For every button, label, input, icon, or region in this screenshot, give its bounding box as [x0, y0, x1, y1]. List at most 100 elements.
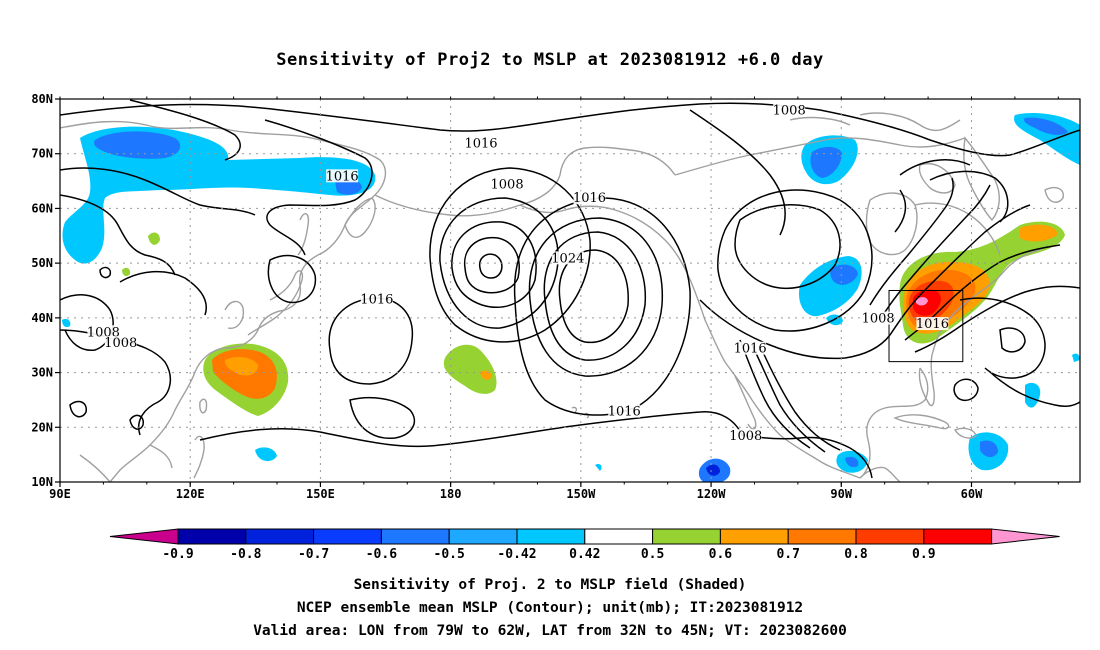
lat-tick-label: 40N	[31, 311, 53, 325]
lon-tick-label: 150W	[566, 487, 596, 501]
contour-atl-e	[914, 285, 1080, 353]
coast-arctic-islands	[789, 112, 961, 132]
contour-high-2	[543, 231, 647, 361]
colorbar-swatch	[448, 528, 518, 545]
contour-1016-loop-b	[60, 194, 176, 276]
contour-label-bg	[573, 191, 606, 205]
coast-canadian-arctic	[674, 137, 966, 176]
shade-greenland	[1014, 113, 1080, 165]
colorbar-max-arrow	[991, 528, 1060, 545]
caption-line-3: Valid area: LON from 79W to 62W, LAT fro…	[253, 623, 847, 639]
contour-label-bg	[465, 136, 498, 150]
contour-1008-mex	[741, 434, 873, 479]
shade-small-blue-b	[62, 318, 71, 328]
contour-label: 1024	[551, 251, 584, 266]
colorbar-label: 0.8	[844, 547, 868, 562]
contour-1016-loop-a	[60, 167, 256, 216]
contour-label-bg	[608, 404, 641, 418]
contour-label: 1016	[464, 137, 497, 152]
lon-tick-label: 90W	[830, 487, 852, 501]
contour-label: 1016	[326, 169, 359, 184]
contour-na-lines-b	[751, 344, 826, 453]
coast-labrador	[914, 202, 1001, 256]
colorbar-min-arrow	[109, 528, 179, 545]
contour-atl-f	[929, 170, 1009, 223]
map-frame	[59, 98, 1081, 483]
coast-iceland	[1044, 186, 1064, 203]
shade-small-green-c	[122, 267, 131, 277]
contour-label-bg	[104, 336, 137, 350]
colorbar-swatch	[516, 528, 586, 545]
contour-label: 1016	[734, 342, 767, 357]
coast-sakhalin	[297, 213, 310, 256]
page-title: Sensitivity of Proj2 to MSLP at 20230819…	[276, 50, 824, 70]
contour-label: 1016	[573, 191, 606, 206]
contour-atl-small	[953, 378, 979, 402]
shade-atlantic-pink	[916, 297, 928, 306]
contour-low-inner	[478, 253, 503, 279]
lat-tick-label: 20N	[31, 420, 53, 434]
contour-1008-low	[429, 167, 591, 343]
colorbar: -0.9 -0.8 -0.7 -0.6 -0.5 -0.42 0.42 0.5 0.6 0.7 0.…	[109, 528, 1060, 562]
lon-tick-label: 90E	[49, 487, 71, 501]
contour-label-bg	[87, 325, 120, 339]
shade-atlantic-blue-e	[1025, 382, 1041, 408]
contour-label-bg	[729, 429, 762, 443]
coast-alaska-south	[519, 204, 689, 276]
shade-atlantic-blue-e2	[1072, 353, 1080, 362]
contour-labels: 1008 1016 1016 1008 1016 1024 1016 1008 1008 1016…	[87, 103, 949, 444]
contour-1016-atl-s	[989, 371, 1080, 407]
lat-tick-label: 10N	[31, 475, 53, 489]
shade-atlantic-blue-s-core	[980, 440, 998, 458]
contour-high-3	[528, 217, 664, 377]
coast-east-us	[931, 277, 999, 356]
coast-florida	[918, 354, 935, 407]
colorbar-label: 0.9	[912, 547, 935, 562]
shade-nova-scotia	[1020, 224, 1058, 242]
lat-tick-label: 80N	[31, 92, 53, 106]
shade-arctic-siberia-core	[94, 131, 181, 159]
coast-greenland	[963, 136, 1000, 222]
colorbar-label: 0.6	[709, 547, 733, 562]
shade-greenland-core	[1024, 117, 1068, 135]
contour-atl-c	[869, 177, 954, 306]
lon-tick-label: 120E	[176, 487, 205, 501]
colorbar-swatch	[584, 528, 654, 545]
coast-bc	[687, 274, 753, 401]
coast-asia-east	[109, 194, 376, 482]
colorbar-label: -0.9	[162, 547, 193, 562]
contour-label-bg	[360, 292, 393, 306]
contour-label: 1008	[104, 336, 137, 351]
contour-na-rockies	[689, 109, 786, 236]
contour-na-lines-a	[739, 339, 811, 449]
contour-1016-wp-b	[267, 254, 317, 304]
lon-tick-label: 180	[440, 487, 462, 501]
shade-arctic-siberia-core2	[335, 178, 362, 195]
contour-label: 1008	[773, 104, 806, 119]
contour-label-bg	[734, 341, 767, 355]
coast-mexico-west	[751, 399, 861, 479]
coast-alaska	[519, 146, 676, 206]
coast-hispaniola	[953, 427, 977, 439]
contour-1016-pac	[513, 197, 691, 416]
coast-hudson	[865, 192, 918, 256]
valid-area-box	[888, 290, 964, 363]
colorbar-label: 0.42	[569, 547, 600, 562]
sensitivity-shading	[62, 113, 1080, 482]
coastlines	[60, 112, 1064, 482]
shade-arctic-siberia	[62, 126, 376, 264]
colorbar-swatch	[380, 528, 450, 545]
contour-atl-a	[889, 204, 1031, 336]
contour-label: 1016	[608, 405, 641, 420]
contour-na-loop-b	[717, 189, 873, 332]
colorbar-swatch	[719, 528, 789, 545]
colorbar-label: 0.5	[641, 547, 664, 562]
contour-label-bg	[862, 311, 895, 325]
contour-low-4	[439, 197, 559, 329]
contour-small-c	[69, 400, 87, 418]
colorbar-label: -0.8	[230, 547, 261, 562]
colorbar-label: -0.7	[298, 547, 329, 562]
caption-line-2: NCEP ensemble mean MSLP (Contour); unit(…	[296, 600, 804, 616]
contour-atl-high	[959, 297, 1046, 379]
